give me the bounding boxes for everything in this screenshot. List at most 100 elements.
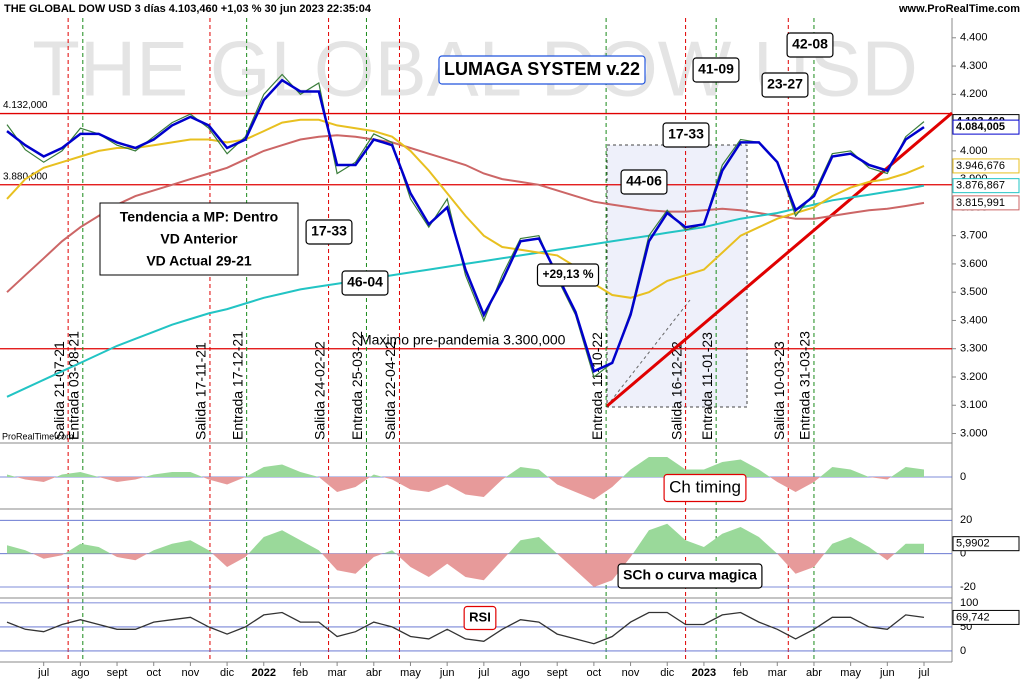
annotation-box xyxy=(341,270,389,296)
annotation-box xyxy=(620,169,668,195)
signal-label: Salida 16-12-22 xyxy=(668,341,684,440)
oscillator-line xyxy=(6,611,925,645)
annotation-box xyxy=(663,473,747,503)
annotation-text: 46-04 xyxy=(347,274,383,290)
oscillator-area xyxy=(7,523,924,587)
annotation-box xyxy=(617,563,763,589)
x-tick-label: nov xyxy=(622,667,640,679)
signal-label: Salida 10-03-23 xyxy=(771,341,787,440)
signal-label: Entrada 11-01-23 xyxy=(699,332,715,440)
value-box xyxy=(952,195,1020,211)
signal-label: Salida 17-11-21 xyxy=(193,342,209,440)
x-tick-label: oct xyxy=(587,667,602,679)
y-tick-label: 3.600 xyxy=(960,258,988,270)
y-tick-label: 3.200 xyxy=(960,371,988,383)
x-tick-label: jul xyxy=(917,667,929,679)
x-tick-label: feb xyxy=(293,667,308,679)
last-value-label: 3.946,676 xyxy=(956,160,1005,172)
value-box xyxy=(952,119,1020,135)
trend-line xyxy=(606,111,953,408)
last-value-label: 69,742 xyxy=(956,611,990,623)
annotation-box xyxy=(692,57,740,83)
x-tick-label: 2023 xyxy=(692,667,716,679)
annotation-text: SCh o curva magica xyxy=(623,567,757,583)
x-tick-label: abr xyxy=(366,667,382,679)
y-tick-label: 3.700 xyxy=(960,230,988,242)
signal-label: Salida 24-02-22 xyxy=(311,341,327,440)
header-title: THE GLOBAL DOW USD 3 días 4.103,460 +1,0… xyxy=(4,3,372,15)
credit: ProRealTime.com xyxy=(2,431,74,441)
annotation-box xyxy=(463,605,497,631)
trend-box-line: Tendencia a MP: Dentro xyxy=(120,209,278,225)
x-tick-label: feb xyxy=(733,667,748,679)
x-tick-label: sept xyxy=(107,667,128,679)
header-site: www.ProRealTime.com xyxy=(898,3,1020,15)
y-tick-label: 4.400 xyxy=(960,32,988,44)
annotation-text: 44-06 xyxy=(626,173,662,189)
level-label: Maximo pre-pandemia 3.300,000 xyxy=(360,331,566,347)
x-tick-label: sept xyxy=(547,667,568,679)
x-tick-label: jul xyxy=(37,667,49,679)
annotation-box xyxy=(536,263,600,287)
x-tick-label: dic xyxy=(220,667,235,679)
signal-label: Entrada 11-10-22 xyxy=(589,332,605,440)
annotation-text: 42-08 xyxy=(792,36,828,52)
dashed-guide xyxy=(606,299,691,407)
y-tick-label: 3.500 xyxy=(960,286,988,298)
y-tick-label: 3.000 xyxy=(960,427,988,439)
value-box xyxy=(952,536,1020,552)
signal-label: Salida 22-04-22 xyxy=(382,341,398,440)
x-tick-label: may xyxy=(840,667,861,679)
x-tick-label: 2022 xyxy=(252,667,276,679)
x-tick-label: jun xyxy=(879,667,895,679)
value-box xyxy=(952,609,1020,625)
annotation-text: 23-27 xyxy=(767,76,803,92)
y-tick-label: 20 xyxy=(960,514,972,526)
annotation-box xyxy=(761,72,809,98)
x-tick-label: nov xyxy=(182,667,200,679)
signal-label: Entrada 25-03-22 xyxy=(349,331,365,440)
trend-box xyxy=(99,202,299,276)
y-tick-label: 0 xyxy=(960,471,966,483)
annotation-text: LUMAGA SYSTEM v.22 xyxy=(444,59,640,79)
y-tick-label: 0 xyxy=(960,645,966,657)
y-tick-label: 4.300 xyxy=(960,60,988,72)
annotation-box xyxy=(305,219,353,245)
x-tick-label: mar xyxy=(768,667,787,679)
trend-box-line: VD Actual 29-21 xyxy=(146,253,252,269)
x-tick-label: oct xyxy=(146,667,161,679)
level-label: 3.880,000 xyxy=(3,171,48,182)
x-tick-label: may xyxy=(400,667,421,679)
annotation-text: 17-33 xyxy=(668,126,704,142)
last-value-label: 4.084,005 xyxy=(956,121,1005,133)
series-line xyxy=(6,78,925,374)
annotation-box xyxy=(438,55,646,85)
annotation-box xyxy=(786,32,834,58)
y-tick-label: 4.000 xyxy=(960,145,988,157)
annotation-text: 17-33 xyxy=(311,223,347,239)
last-value-label: 3.876,867 xyxy=(956,180,1005,192)
y-tick-label: 4.200 xyxy=(960,88,988,100)
series-line xyxy=(6,184,925,398)
oscillator-area xyxy=(7,457,924,500)
series-line xyxy=(6,118,925,299)
y-tick-label: 3.300 xyxy=(960,343,988,355)
last-value-label: 3.815,991 xyxy=(956,197,1005,209)
x-tick-label: abr xyxy=(806,667,822,679)
signal-label: Entrada 17-12-21 xyxy=(229,331,245,440)
value-box xyxy=(952,158,1020,174)
signal-label: Salida 21-07-21 xyxy=(51,341,67,440)
annotation-text: +29,13 % xyxy=(542,267,593,281)
y-tick-label: -20 xyxy=(960,581,976,593)
annotation-box xyxy=(662,122,710,148)
x-tick-label: ago xyxy=(511,667,529,679)
y-tick-label: 3.100 xyxy=(960,399,988,411)
x-tick-label: jun xyxy=(439,667,455,679)
annotation-text: RSI xyxy=(469,609,491,624)
annotation-text: 41-09 xyxy=(698,61,734,77)
x-tick-label: jul xyxy=(477,667,489,679)
x-tick-label: ago xyxy=(71,667,89,679)
level-label: 4.132,000 xyxy=(3,100,48,111)
signal-label: Entrada 31-03-23 xyxy=(797,331,813,440)
